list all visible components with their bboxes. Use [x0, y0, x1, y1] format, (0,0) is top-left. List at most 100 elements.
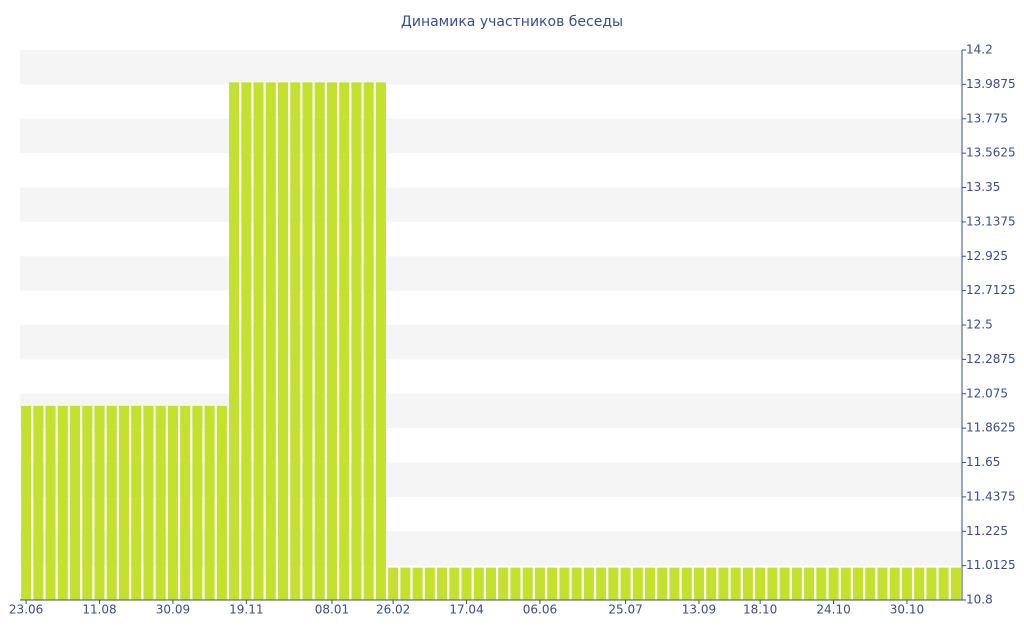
bar — [204, 405, 215, 600]
bar — [730, 567, 741, 600]
y-tick-label: 11.225 — [966, 524, 1008, 538]
bar — [828, 567, 839, 600]
bar — [449, 567, 460, 600]
bar — [926, 567, 937, 600]
y-tick-label: 13.775 — [966, 111, 1008, 125]
bar — [461, 567, 472, 600]
y-tick-label: 12.925 — [966, 249, 1008, 263]
bar — [180, 405, 191, 600]
y-tick-label: 11.0125 — [966, 558, 1016, 572]
bar — [877, 567, 888, 600]
bar — [485, 567, 497, 600]
bar — [400, 567, 411, 600]
bar — [645, 567, 656, 600]
y-tick-label: 10.8 — [966, 593, 993, 607]
grid-band — [20, 325, 962, 360]
bar — [742, 567, 753, 600]
y-tick-label: 12.7125 — [966, 283, 1016, 297]
bar — [865, 567, 876, 600]
bar — [326, 82, 337, 600]
bar — [681, 567, 692, 600]
bar — [632, 567, 643, 600]
bar — [767, 567, 778, 600]
bar — [118, 405, 130, 600]
bar — [718, 567, 729, 600]
x-tick-label: 11.08 — [82, 603, 116, 617]
bar — [571, 567, 582, 600]
bar — [57, 405, 68, 600]
bar — [363, 82, 374, 600]
bar — [412, 567, 423, 600]
x-tick-label: 06.06 — [523, 603, 557, 617]
y-tick-label: 13.1375 — [966, 214, 1016, 228]
y-tick-label: 12.075 — [966, 386, 1008, 400]
bar — [522, 567, 533, 600]
bar — [33, 405, 44, 600]
bar — [840, 567, 851, 600]
y-tick-label: 12.2875 — [966, 352, 1016, 366]
bar — [816, 567, 827, 600]
y-tick-label: 11.65 — [966, 455, 1000, 469]
bar — [804, 567, 815, 600]
bar — [388, 567, 399, 600]
bar — [914, 567, 925, 600]
x-tick-label: 24.10 — [816, 603, 850, 617]
bar — [167, 405, 178, 600]
x-tick-label: 13.09 — [682, 603, 716, 617]
bar — [253, 82, 264, 600]
bar — [70, 405, 81, 600]
bar — [424, 567, 435, 600]
y-tick-label: 12.5 — [966, 318, 993, 332]
bar — [265, 82, 276, 600]
bar — [473, 567, 484, 600]
bar — [608, 567, 619, 600]
bar — [596, 567, 607, 600]
x-tick-label: 25.07 — [608, 603, 642, 617]
bar — [620, 567, 631, 600]
bar — [534, 567, 545, 600]
bar — [192, 405, 203, 600]
bar — [131, 405, 142, 600]
bar — [950, 567, 961, 600]
bar — [143, 405, 154, 600]
bar — [706, 567, 717, 600]
bar — [510, 567, 521, 600]
bar — [852, 567, 864, 600]
x-tick-label: 30.09 — [156, 603, 190, 617]
bar — [45, 405, 56, 600]
grid-band — [20, 118, 962, 154]
bar — [94, 405, 105, 600]
bar — [21, 405, 32, 600]
bar — [229, 82, 240, 600]
bar — [693, 567, 704, 600]
bar — [106, 405, 117, 600]
bar — [241, 82, 252, 600]
bar — [437, 567, 448, 600]
bar — [302, 82, 313, 600]
bar — [791, 567, 802, 600]
grid-band — [20, 187, 962, 222]
bar — [155, 405, 166, 600]
bar — [559, 567, 570, 600]
chart-title: Динамика участников беседы — [401, 14, 623, 30]
x-tick-label: 08.01 — [315, 603, 349, 617]
bar — [82, 405, 93, 600]
bar — [351, 82, 362, 600]
y-tick-label: 11.8625 — [966, 421, 1016, 435]
bar — [901, 567, 912, 600]
bar — [278, 82, 289, 600]
bar — [755, 567, 766, 600]
grid-band — [20, 256, 962, 291]
bar — [547, 567, 558, 600]
bar — [216, 405, 227, 600]
bar — [314, 82, 325, 600]
x-tick-label: 30.10 — [890, 603, 924, 617]
y-tick-label: 13.35 — [966, 180, 1000, 194]
y-tick-label: 13.5625 — [966, 146, 1016, 160]
x-tick-label: 23.06 — [9, 603, 43, 617]
bar — [657, 567, 668, 600]
bar — [339, 82, 350, 600]
x-tick-label: 18.10 — [743, 603, 777, 617]
grid-band — [20, 50, 962, 85]
